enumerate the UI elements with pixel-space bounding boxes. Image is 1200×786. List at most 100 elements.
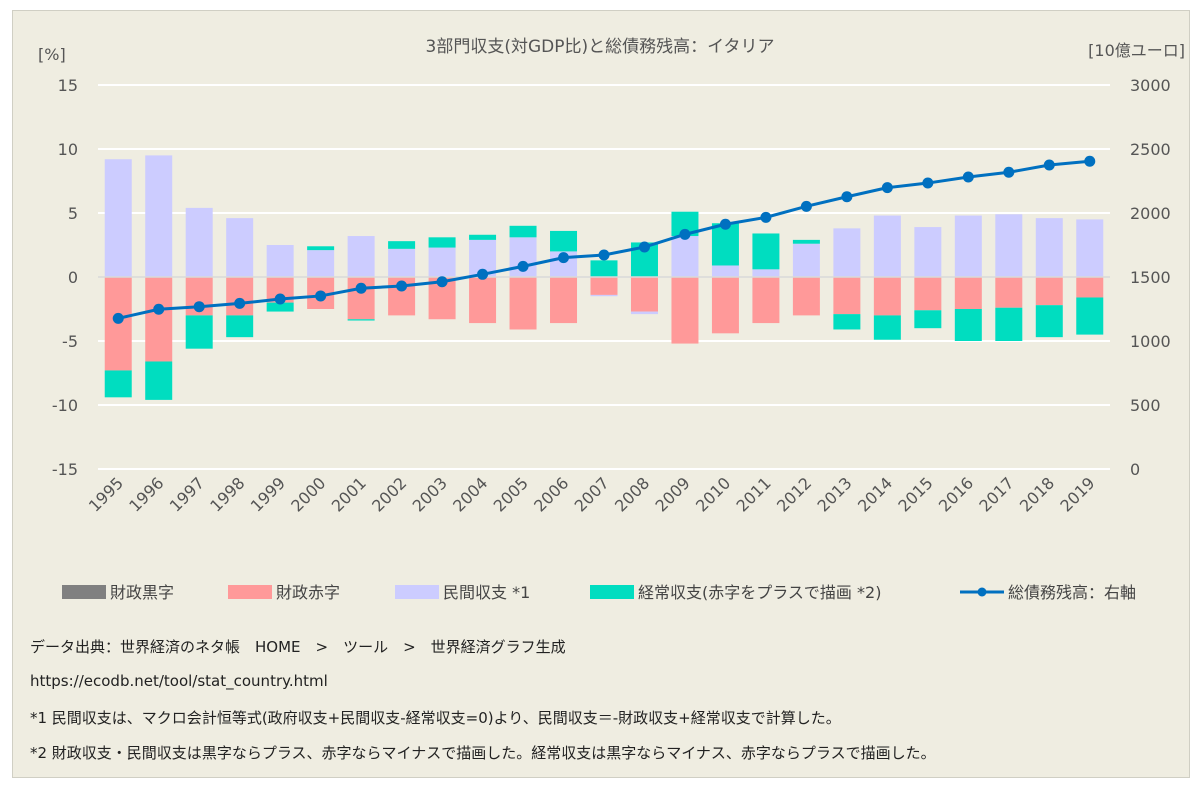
bar-segment	[954, 277, 982, 309]
bar-segment	[226, 315, 254, 338]
bar-segment	[914, 277, 942, 311]
bar-segment	[509, 225, 537, 238]
x-tick-label: 1999	[247, 473, 289, 515]
y2-tick-label: 1500	[1130, 268, 1171, 287]
y2-axis-label: [10億ユーロ]	[1088, 41, 1185, 60]
x-tick-label: 2013	[813, 473, 855, 515]
x-tick-label: 2000	[287, 473, 329, 515]
bar-segment	[630, 277, 658, 312]
legend-swatch	[62, 585, 106, 599]
x-tick-label: 2007	[571, 473, 613, 515]
debt-point	[112, 312, 124, 324]
bar-segment	[873, 315, 901, 340]
x-tick-label: 2009	[652, 473, 694, 515]
bar-segment	[469, 277, 497, 324]
bar-segment	[307, 246, 335, 251]
x-tick-label: 2005	[490, 473, 532, 515]
x-tick-label: 2010	[692, 473, 734, 515]
x-tick-label: 2006	[530, 473, 572, 515]
legend-label: 財政赤字	[276, 583, 340, 602]
debt-point	[436, 276, 448, 288]
x-tick-label: 2015	[894, 473, 936, 515]
y2-tick-label: 2000	[1130, 204, 1171, 223]
source-url: https://ecodb.net/tool/stat_country.html	[30, 672, 328, 690]
bar-segment	[873, 277, 901, 316]
bar-segment	[509, 277, 537, 330]
bar-segment	[307, 250, 335, 277]
debt-point	[274, 293, 286, 305]
bar-segment	[1076, 277, 1104, 298]
bar-segment	[914, 310, 942, 329]
chart-title: 3部門収支(対GDP比)と総債務残高：イタリア	[426, 37, 775, 57]
y2-tick-label: 0	[1130, 460, 1140, 479]
bar-segment	[226, 277, 254, 316]
legend-swatch	[590, 585, 634, 599]
debt-point	[396, 280, 408, 292]
debt-point	[962, 171, 974, 183]
x-tick-label: 2018	[1016, 473, 1058, 515]
bar-segment	[792, 243, 820, 277]
bar-segment	[428, 237, 456, 248]
x-tick-label: 1995	[85, 473, 127, 515]
debt-point	[719, 218, 731, 230]
y-tick-label: 10	[58, 140, 78, 159]
bar-segment	[630, 311, 658, 315]
bar-segment	[145, 155, 173, 277]
debt-point	[1043, 159, 1055, 171]
footnote-2: *2 財政収支・民間収支は黒字ならプラス、赤字ならマイナスで描画した。経常収支は…	[30, 744, 936, 762]
bar-segment	[266, 245, 294, 277]
source-note: データ出典：世界経済のネタ帳 HOME > ツール > 世界経済グラフ生成	[30, 638, 566, 656]
debt-point	[598, 249, 610, 261]
bar-segment	[833, 277, 861, 315]
legend-marker	[977, 587, 987, 597]
chart-frame	[12, 10, 1190, 778]
bar-segment	[995, 277, 1023, 308]
bar-segment	[711, 223, 739, 266]
bar-segment	[145, 277, 173, 362]
debt-point	[881, 182, 893, 194]
bar-segment	[428, 247, 456, 277]
y-tick-label: 5	[68, 204, 78, 223]
x-tick-label: 2016	[935, 473, 977, 515]
bar-segment	[590, 294, 618, 297]
legend-label: 総債務残高：右軸	[1008, 583, 1136, 602]
x-tick-label: 2004	[449, 473, 491, 515]
bar-segment	[590, 260, 618, 277]
x-tick-label: 2012	[773, 473, 815, 515]
y-tick-label: 0	[68, 268, 78, 287]
debt-point	[477, 268, 489, 280]
x-tick-label: 2002	[368, 473, 410, 515]
bar-segment	[752, 233, 780, 270]
debt-point	[234, 297, 246, 309]
bar-segment	[995, 214, 1023, 277]
bar-segment	[226, 218, 254, 277]
bar-segment	[347, 319, 375, 321]
debt-point	[1003, 166, 1015, 178]
footnote-1: *1 民間収支は、マクロ会計恒等式(政府収支+民間収支-経常収支=0)より、民間…	[30, 709, 841, 727]
x-tick-label: 2011	[733, 473, 775, 515]
bar-segment	[752, 269, 780, 277]
bar-segment	[711, 265, 739, 277]
bar-segment	[388, 241, 416, 249]
debt-point	[638, 241, 650, 253]
debt-point	[679, 228, 691, 240]
debt-point	[800, 200, 812, 212]
y-axis-label: [%]	[38, 45, 66, 64]
debt-point	[193, 301, 205, 313]
legend-label: 民間収支 *1	[443, 583, 530, 602]
debt-point	[922, 177, 934, 189]
bar-segment	[954, 309, 982, 341]
debt-point	[315, 290, 327, 302]
bar-segment	[550, 230, 578, 252]
legend-label: 財政黒字	[110, 583, 174, 602]
bar-segment	[914, 227, 942, 277]
bar-segment	[833, 314, 861, 330]
y-tick-label: 15	[58, 76, 78, 95]
legend-swatch	[395, 585, 439, 599]
bar-segment	[104, 159, 132, 277]
x-tick-label: 2017	[975, 473, 1017, 515]
bar-segment	[145, 361, 173, 400]
bar-segment	[833, 228, 861, 277]
bar-segment	[995, 307, 1023, 341]
